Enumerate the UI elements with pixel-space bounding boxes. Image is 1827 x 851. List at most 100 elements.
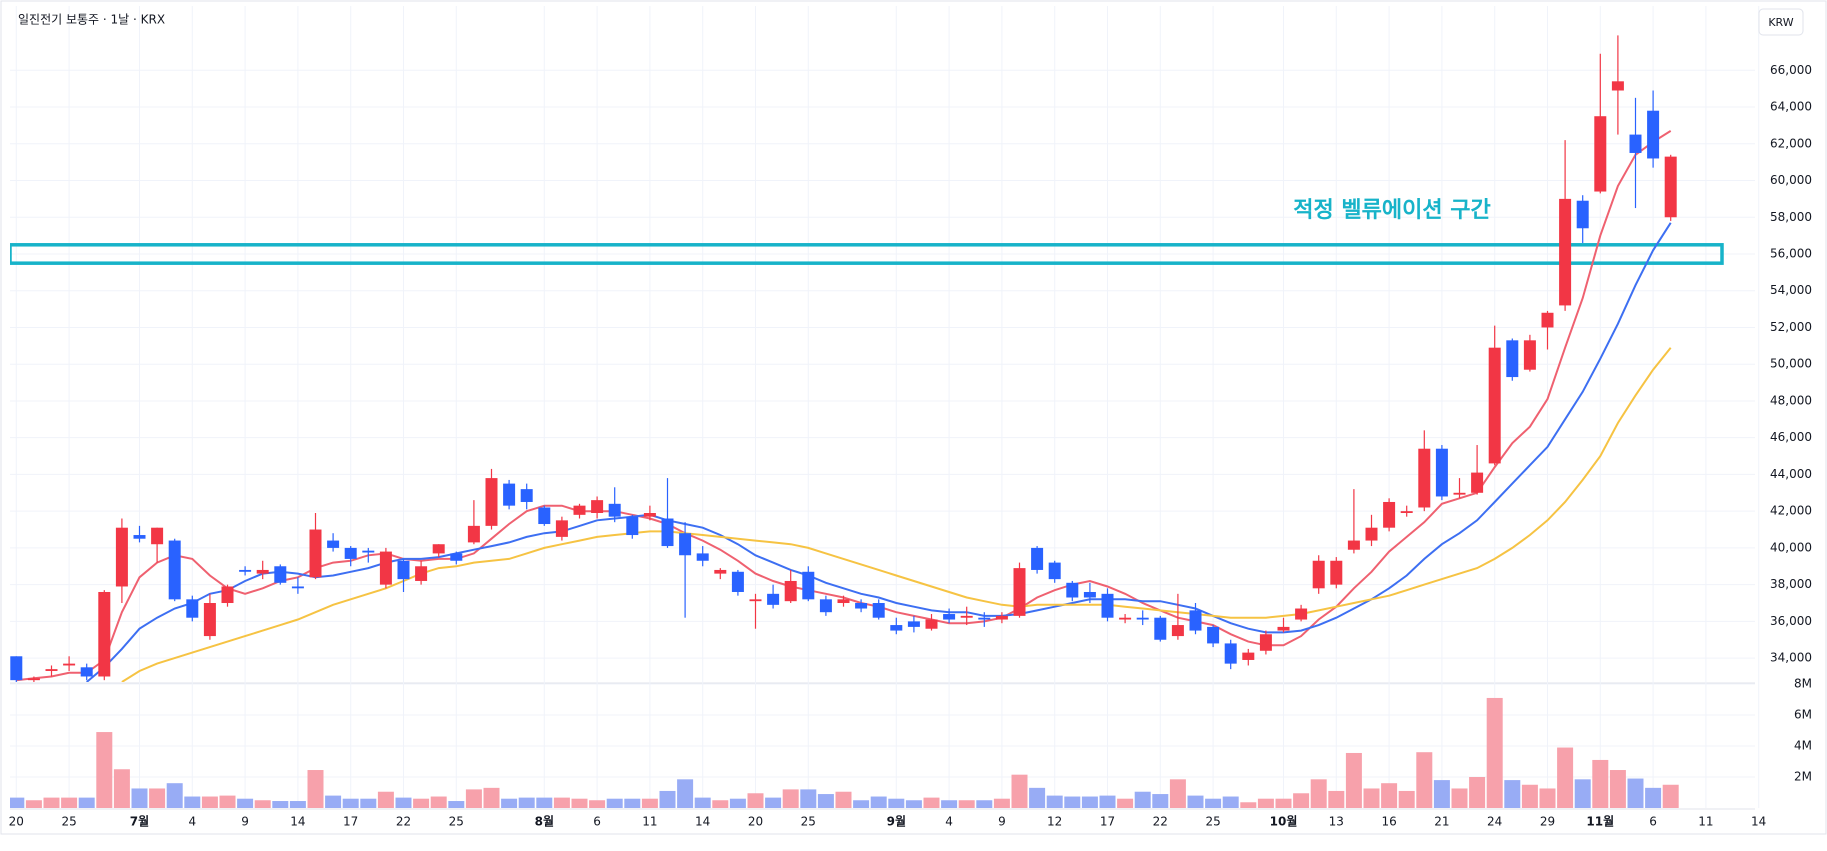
candle-body	[168, 540, 181, 600]
chart-title: 일진전기 보통주 · 1날 · KRX	[18, 13, 165, 27]
candle-body	[837, 599, 850, 604]
volume-bar	[624, 798, 641, 808]
x-tick-label: 25	[61, 815, 76, 829]
volume-bar	[1398, 790, 1415, 808]
candle-body	[679, 533, 692, 556]
candle-body	[784, 580, 797, 602]
currency-box[interactable]	[1758, 8, 1804, 36]
candle-body	[1435, 448, 1448, 497]
volume-bar	[888, 798, 905, 808]
candle-body	[1471, 472, 1484, 493]
volume-bar	[1486, 697, 1503, 808]
x-tick-label: 20	[9, 815, 24, 829]
candle-body	[943, 614, 956, 620]
candle-body	[1295, 608, 1308, 620]
candle-body	[1083, 591, 1096, 598]
x-tick-label: 16	[1381, 815, 1396, 829]
volume-bar	[395, 797, 412, 808]
y-tick-label: 66,000	[1770, 63, 1812, 77]
valuation-zone	[10, 243, 1724, 265]
candle-body	[203, 603, 216, 637]
volume-bar	[1293, 793, 1310, 808]
x-tick-label: 14	[695, 815, 710, 829]
volume-bar	[1574, 779, 1591, 808]
candle-body	[802, 571, 815, 600]
x-tick-label: 7월	[130, 814, 149, 829]
candle-body	[1523, 340, 1536, 370]
x-tick-label: 4	[188, 815, 196, 829]
volume-bar	[782, 789, 799, 808]
candle-body	[1119, 617, 1132, 620]
candle-body	[327, 540, 340, 548]
x-tick-label: 4	[945, 815, 953, 829]
candle-body	[379, 551, 392, 585]
candle-body	[1611, 81, 1624, 91]
x-tick-label: 29	[1540, 815, 1555, 829]
candle-body	[1136, 617, 1149, 620]
x-tick-label: 22	[1153, 815, 1168, 829]
candle-body	[1488, 347, 1501, 464]
candle-body	[221, 586, 234, 604]
volume-bar	[184, 796, 201, 808]
y-tick-label: 58,000	[1770, 210, 1812, 224]
volume-bar	[149, 788, 166, 808]
volume-bar	[483, 787, 500, 808]
volume-bar	[729, 798, 746, 808]
volume-bar	[923, 797, 940, 808]
candle-body	[1506, 340, 1519, 378]
candle-body	[1312, 560, 1325, 589]
volume-bar	[430, 796, 447, 808]
volume-bar	[1081, 796, 1098, 808]
volume-bar	[377, 791, 394, 808]
candle-body	[239, 569, 252, 572]
volume-bar	[25, 800, 42, 808]
volume-bar	[1029, 787, 1046, 808]
volume-bar	[1310, 779, 1327, 808]
y-tick-label: 38,000	[1770, 577, 1812, 591]
candle-body	[80, 667, 93, 677]
candle-body	[907, 621, 920, 627]
candle-body	[1189, 610, 1202, 631]
candle-body	[1330, 560, 1343, 585]
candle-body	[344, 547, 357, 559]
candle-body	[1347, 540, 1360, 550]
x-tick-label: 12	[1047, 815, 1062, 829]
candle-body	[819, 599, 832, 613]
volume-bar	[413, 798, 430, 808]
volume-bar	[201, 796, 218, 808]
x-tick-label: 6	[593, 815, 601, 829]
candle-body	[608, 503, 621, 517]
volume-bar	[1609, 770, 1626, 808]
x-tick-label: 21	[1434, 815, 1449, 829]
y-tick-label: 2M	[1794, 770, 1812, 784]
candle-body	[890, 625, 903, 631]
volume-bar	[1539, 788, 1556, 808]
candle-body	[1101, 593, 1114, 618]
volume-bar	[1099, 795, 1116, 808]
candle-body	[1277, 626, 1290, 631]
x-tick-label: 11	[1698, 815, 1713, 829]
grid	[10, 6, 1760, 808]
candle-body	[520, 489, 533, 502]
volume-bar	[131, 788, 148, 808]
volume-bar	[800, 789, 817, 808]
candle-body	[643, 513, 656, 517]
candle-body	[960, 615, 973, 618]
candle-body	[661, 518, 674, 547]
volume-bar	[589, 800, 606, 808]
volume-bar	[1117, 798, 1134, 808]
currency[interactable]: KRW	[1768, 16, 1793, 29]
x-tick-label: 13	[1329, 815, 1344, 829]
candle-body	[256, 569, 269, 574]
volume-bar	[1345, 752, 1362, 808]
volume-bar	[1134, 791, 1151, 808]
y-tick-label: 6M	[1794, 708, 1812, 722]
candle-body	[855, 603, 868, 609]
y-tick-label: 50,000	[1770, 357, 1812, 371]
candle-body	[10, 656, 23, 681]
ma-line	[86, 222, 1672, 682]
volume-bar	[43, 797, 60, 808]
x-tick-label: 17	[1100, 815, 1115, 829]
candle-body	[1664, 156, 1677, 218]
candle-body	[503, 483, 516, 506]
